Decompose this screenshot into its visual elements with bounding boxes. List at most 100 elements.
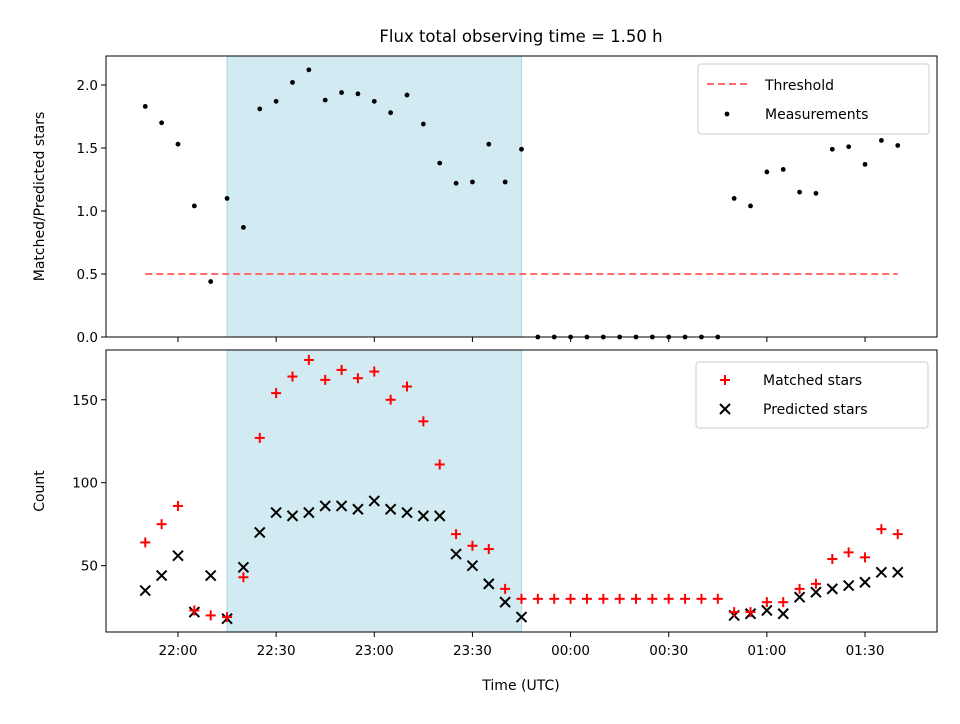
matched-point — [483, 544, 494, 555]
predicted-point — [875, 566, 888, 578]
legend-plus-mark — [720, 375, 730, 385]
matched-point — [696, 593, 707, 604]
legend-predicted-swatch — [719, 403, 731, 415]
predicted-point — [777, 608, 789, 620]
predicted-point — [352, 503, 364, 515]
matched-point — [614, 593, 625, 604]
measurement-point — [224, 195, 230, 201]
y-tick-label: 1.0 — [77, 204, 98, 220]
matched-point — [451, 529, 462, 540]
predicted-point — [810, 586, 822, 598]
predicted-point — [483, 578, 495, 590]
y-tick-label: 100 — [72, 476, 98, 492]
matched-point — [631, 593, 642, 604]
predicted-point — [254, 526, 266, 539]
measurement-point — [453, 180, 459, 186]
legend-predicted-label: Predicted stars — [763, 402, 868, 418]
measurement-point — [388, 110, 394, 116]
matched-point — [810, 578, 821, 589]
matched-point — [843, 547, 854, 558]
matched-point — [401, 381, 412, 392]
predicted-point — [826, 583, 839, 595]
legend-x-mark — [719, 403, 731, 415]
predicted-point — [139, 584, 151, 597]
predicted-point — [155, 569, 168, 582]
predicted-point — [499, 596, 511, 608]
matched-point — [778, 597, 789, 608]
predicted-point — [368, 495, 380, 507]
predicted-point — [515, 611, 528, 623]
matched-point — [581, 593, 592, 604]
matched-point — [680, 593, 691, 604]
predicted-point — [892, 566, 904, 578]
predicted-point — [401, 506, 413, 519]
measurement-point — [142, 104, 148, 109]
matched-point — [222, 612, 233, 623]
ratio-legend: Threshold Measurements — [697, 63, 930, 135]
y-tick-label: 1.5 — [77, 141, 98, 157]
x-tick-label: 01:00 — [747, 643, 786, 659]
predicted-point — [172, 549, 184, 562]
matched-point — [172, 500, 183, 511]
matched-point — [352, 373, 363, 384]
ratio-legend-box — [697, 63, 930, 135]
x-tick-label: 23:30 — [453, 643, 492, 659]
matched-point — [205, 610, 216, 621]
legend-measurements-swatch — [724, 111, 730, 117]
chart-title: Flux total observing time = 1.50 h — [379, 27, 662, 46]
matched-point — [434, 459, 445, 470]
measurement-point — [257, 106, 263, 112]
predicted-point — [859, 576, 871, 588]
measurement-point — [420, 121, 426, 127]
matched-point — [303, 354, 314, 365]
predicted-point — [466, 559, 479, 572]
matched-point — [794, 583, 805, 594]
predicted-point — [384, 503, 397, 515]
matched-point — [336, 364, 347, 375]
matched-point — [287, 371, 298, 382]
measurement-point — [273, 98, 279, 104]
ratio-y-axis-label: Matched/Predicted stars — [32, 112, 48, 282]
measurement-point — [486, 141, 492, 147]
matched-point — [418, 416, 429, 427]
predicted-point — [417, 510, 430, 522]
matched-point — [500, 583, 511, 594]
x-tick-label: 23:00 — [355, 643, 394, 659]
ratio-panel-frame — [105, 55, 938, 338]
measurement-point — [813, 190, 819, 196]
measurement-point — [470, 179, 475, 185]
predicted-point — [842, 579, 855, 592]
matched-point — [238, 572, 249, 583]
matched-point — [647, 593, 658, 604]
matched-point — [598, 593, 609, 604]
measurement-point — [437, 160, 443, 166]
matched-point — [140, 537, 151, 548]
predicted-point — [237, 561, 250, 574]
matched-point — [549, 593, 560, 604]
predicted-point — [450, 548, 462, 560]
matched-point — [189, 605, 200, 616]
measurement-point — [519, 146, 524, 152]
predicted-point — [761, 604, 773, 617]
predicted-point — [793, 591, 806, 603]
measurement-point — [290, 80, 295, 85]
x-axis-label: Time (UTC) — [481, 678, 559, 694]
matched-point — [729, 607, 740, 618]
ratio-panel: 0.00.51.01.52.0 Matched/Predicted stars … — [32, 55, 938, 346]
measurement-point — [241, 224, 246, 230]
matched-point — [712, 593, 723, 604]
measurement-point — [208, 279, 214, 284]
measurement-point — [404, 92, 410, 98]
matched-point — [369, 366, 380, 377]
predicted-point — [270, 506, 282, 519]
measurement-point — [731, 195, 737, 201]
predicted-point — [286, 510, 299, 522]
legend-matched-swatch — [720, 375, 730, 385]
matched-point — [156, 519, 167, 530]
measurement-point — [764, 169, 770, 175]
measurement-point — [159, 120, 165, 126]
x-tick-label: 22:30 — [257, 643, 296, 659]
measurement-point — [339, 90, 344, 95]
matched-point — [876, 524, 887, 535]
